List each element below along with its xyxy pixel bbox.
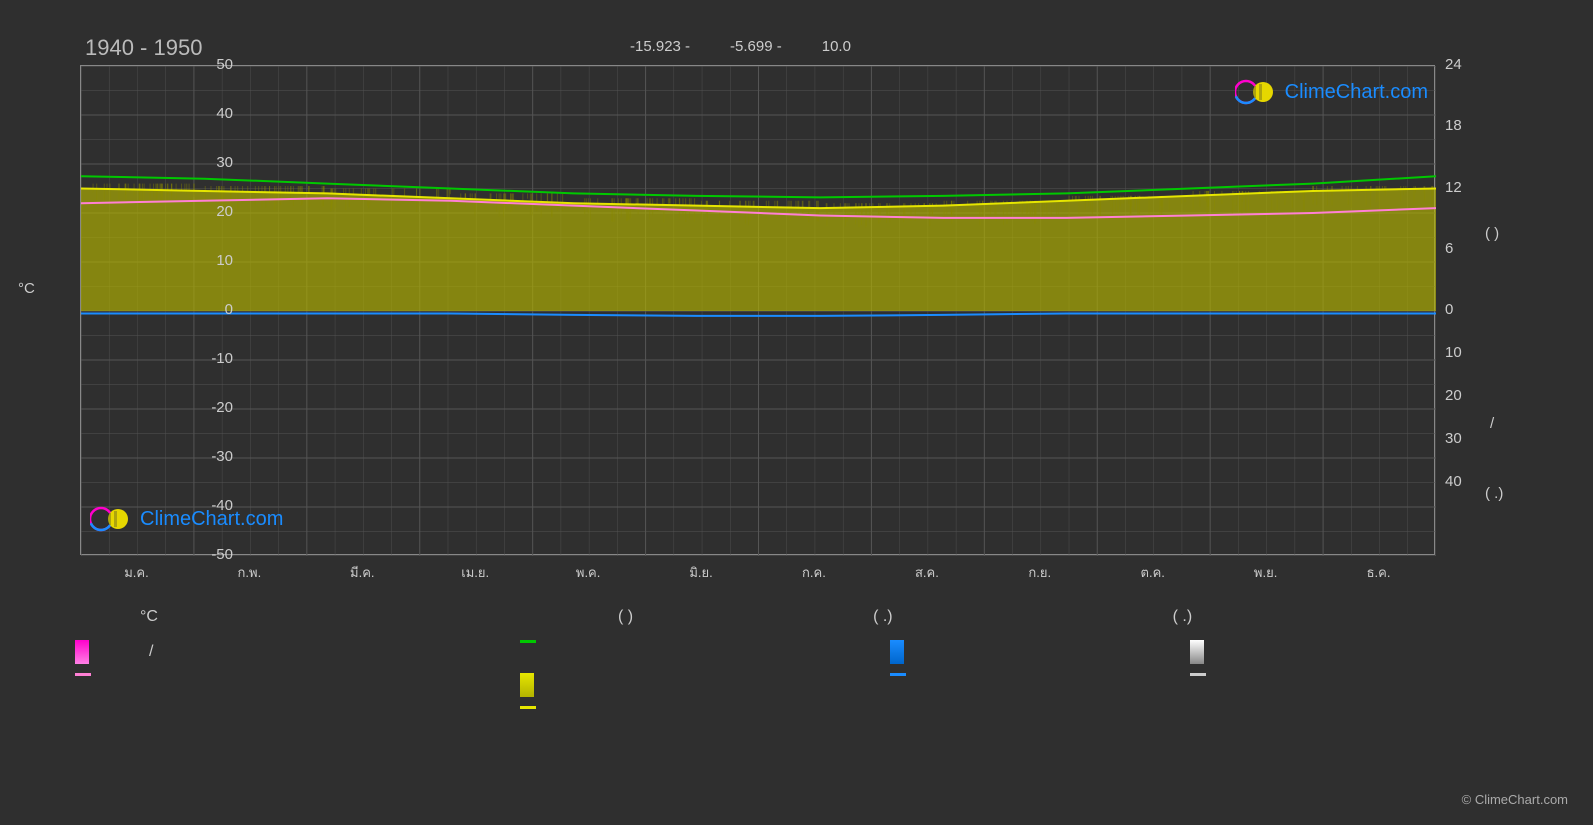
- x-tick: พ.ค.: [576, 562, 601, 583]
- legend-item: [1190, 640, 1264, 664]
- legend-swatch-line: [890, 673, 906, 676]
- legend-item: [520, 640, 596, 643]
- x-tick: ต.ค.: [1141, 562, 1165, 583]
- x-tick: ก.ค.: [802, 562, 826, 583]
- x-tick: เม.ย.: [461, 562, 489, 583]
- x-tick: ก.พ.: [238, 562, 262, 583]
- logo-icon: [90, 505, 134, 533]
- y-left-tick: 10: [193, 252, 233, 269]
- logo-icon: [1235, 78, 1279, 106]
- header-val-2: 10.0: [822, 38, 851, 55]
- x-tick: มิ.ย.: [689, 562, 712, 583]
- y-left-tick: -10: [193, 350, 233, 367]
- watermark-top-right: ClimeChart.com: [1235, 78, 1428, 106]
- x-tick: มี.ค.: [350, 562, 375, 583]
- legend-item: /: [75, 640, 153, 664]
- legend-swatch: [75, 640, 89, 664]
- y-left-tick: -30: [193, 448, 233, 465]
- watermark-text: ClimeChart.com: [1285, 81, 1428, 104]
- y-left-tick: 20: [193, 203, 233, 220]
- y-right-tick: 6: [1445, 240, 1453, 257]
- legend-item: [75, 673, 151, 676]
- legend-header-3: ( .): [1173, 608, 1193, 626]
- watermark-bottom-left: ClimeChart.com: [90, 505, 283, 533]
- y-left-tick: -20: [193, 399, 233, 416]
- x-tick: ธ.ค.: [1367, 562, 1391, 583]
- chart-plot-area: [80, 65, 1435, 555]
- y-left-tick: -40: [193, 497, 233, 514]
- legend-swatch: [890, 640, 904, 664]
- x-tick: ส.ค.: [915, 562, 939, 583]
- right-label-2: ( .): [1485, 485, 1503, 502]
- header-val-0: -15.923 -: [630, 38, 690, 55]
- legend-item: [1190, 673, 1266, 676]
- y-left-tick: 30: [193, 154, 233, 171]
- legend-item: [520, 673, 594, 697]
- legend-swatch-line: [1190, 673, 1206, 676]
- y-right-tick: 10: [1445, 344, 1462, 361]
- legend-item: [890, 673, 966, 676]
- y-right-tick: 0: [1445, 301, 1453, 318]
- y-right-tick: 24: [1445, 56, 1462, 73]
- right-label-1: /: [1490, 415, 1494, 432]
- x-tick: พ.ย.: [1254, 562, 1277, 583]
- y-right-tick: 20: [1445, 387, 1462, 404]
- legend-item: [520, 706, 596, 709]
- y-right-tick: 30: [1445, 430, 1462, 447]
- legend-item: [890, 640, 964, 664]
- legend-swatch: [520, 673, 534, 697]
- legend-header-0: °C: [140, 608, 158, 626]
- legend-swatch-line: [520, 640, 536, 643]
- x-tick: ม.ค.: [124, 562, 149, 583]
- y-right-tick: 12: [1445, 179, 1462, 196]
- legend-header-2: ( .): [873, 608, 893, 626]
- y-right-tick: 40: [1445, 473, 1462, 490]
- x-tick: ก.ย.: [1028, 562, 1051, 583]
- legend-swatch-line: [520, 706, 536, 709]
- header-values: -15.923 - -5.699 - 10.0: [630, 38, 851, 55]
- chart-title: 1940 - 1950: [85, 35, 202, 61]
- legend-row-1: °C ( ) ( .) ( .): [0, 608, 1593, 626]
- y-right-tick: 18: [1445, 117, 1462, 134]
- right-label-0: ( ): [1485, 225, 1499, 242]
- y-left-tick: 50: [193, 56, 233, 73]
- y-left-axis-label: °C: [18, 280, 35, 297]
- legend-label: /: [149, 643, 153, 661]
- y-left-tick: 40: [193, 105, 233, 122]
- legend-swatch: [1190, 640, 1204, 664]
- y-left-tick: 0: [193, 301, 233, 318]
- y-left-tick: -50: [193, 546, 233, 563]
- header-val-1: -5.699 -: [730, 38, 782, 55]
- footer-copyright: © ClimeChart.com: [1462, 792, 1568, 807]
- legend-swatch-line: [75, 673, 91, 676]
- chart-svg: [81, 66, 1436, 556]
- legend-header-1: ( ): [618, 608, 633, 626]
